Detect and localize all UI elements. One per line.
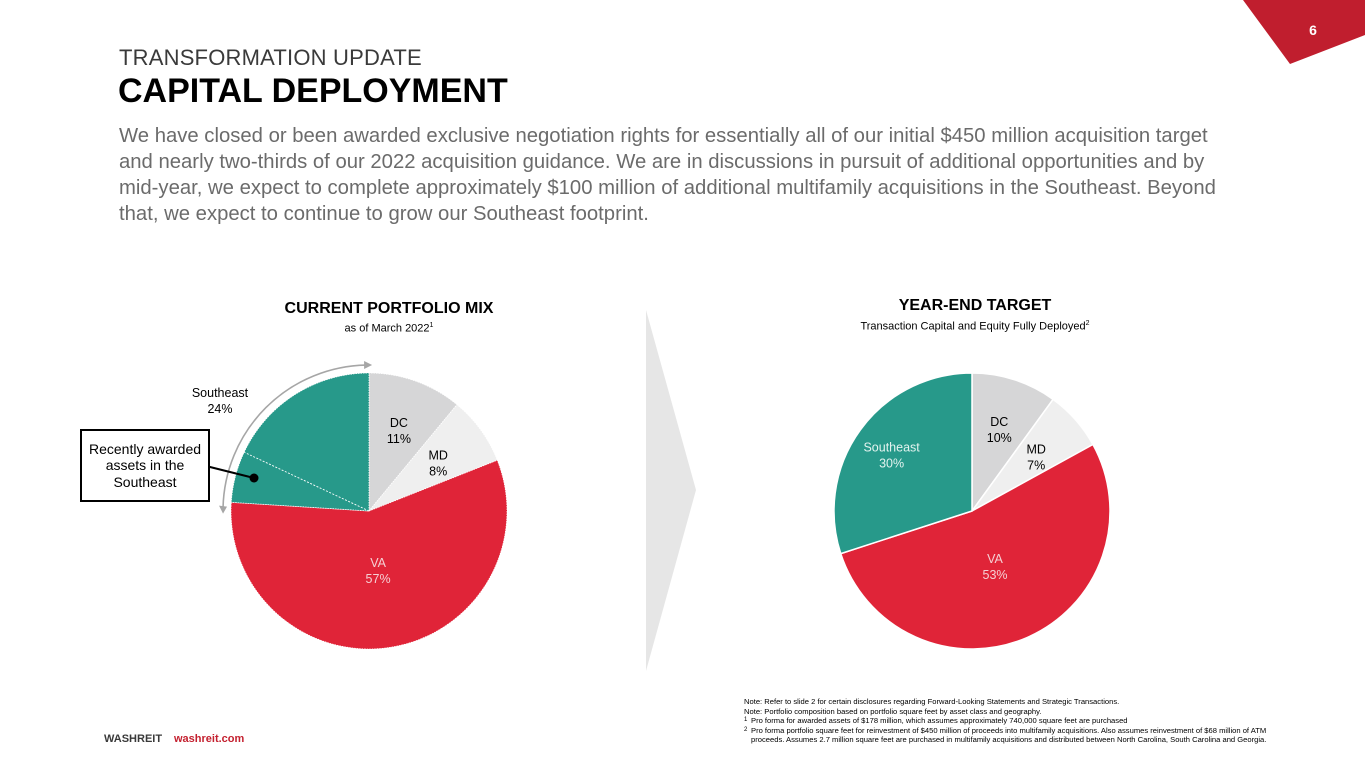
footnote-text: Pro forma for awarded assets of $178 mil… — [751, 716, 1128, 726]
pie-slice-md — [368, 404, 498, 512]
slice-value-label: 30% — [879, 457, 904, 471]
slice-label: DC — [990, 415, 1008, 429]
page-title: CAPITAL DEPLOYMENT — [118, 72, 508, 110]
slice-label: VA — [987, 552, 1003, 566]
note-line: Note: Refer to slide 2 for certain discl… — [744, 697, 1120, 706]
footnotes: Note: Refer to slide 2 for certain discl… — [744, 697, 1289, 745]
pie-slice-dc — [971, 372, 1055, 514]
callout-leader-line — [205, 465, 255, 479]
slice-label: Southeast — [192, 386, 249, 400]
pie-slice-southeast — [230, 372, 370, 512]
footer-brand: WASHREIT — [104, 733, 163, 745]
right-chart-subtitle: Transaction Capital and Equity Fully Dep… — [815, 320, 1135, 333]
footnote-1: 1 Pro forma for awarded assets of $178 mi… — [744, 716, 1289, 726]
footnote-marker: 2 — [1085, 320, 1090, 327]
pie-slice-va — [230, 459, 508, 650]
right-chart-subtitle-text: Transaction Capital and Equity Fully Dep… — [860, 320, 1086, 333]
callout-box: Recently awarded assets in the Southeast — [80, 429, 210, 502]
slice-label: MD — [1026, 442, 1045, 456]
slice-value-label: 7% — [1027, 458, 1045, 472]
arc-arrowhead-start — [219, 505, 228, 514]
slice-value-label: 8% — [429, 465, 447, 479]
slice-value-label: 24% — [207, 402, 232, 416]
section-kicker: TRANSFORMATION UPDATE — [119, 45, 422, 70]
footnote-marker: 1 — [429, 322, 434, 329]
footnote-marker: 1 — [744, 717, 748, 724]
right-chart-title: YEAR-END TARGET — [898, 297, 1052, 314]
slice-value-label: 10% — [987, 431, 1012, 445]
footnote-text: Pro forma portfolio square feet for rein… — [751, 725, 1267, 745]
slice-label: DC — [390, 416, 408, 430]
footnote-2: 2 Pro forma portfolio square feet for rei… — [744, 726, 1289, 745]
left-chart-title: CURRENT PORTFOLIO MIX — [284, 300, 494, 317]
body-paragraph: We have closed or been awarded exclusive… — [119, 125, 1216, 225]
slice-value-label: 57% — [366, 572, 391, 586]
slice-value-label: 53% — [983, 568, 1008, 582]
footer-url-link[interactable]: washreit.com — [174, 733, 245, 745]
note-line: Note: Portfolio composition based on por… — [744, 706, 1042, 716]
pie-slice-dc — [368, 372, 458, 513]
slice-label: MD — [428, 449, 447, 463]
left-chart-subtitle-text: as of March 2022 — [344, 322, 430, 335]
callout-text: Recently awarded assets in the Southeast — [88, 440, 202, 490]
pie-slice-va — [839, 443, 1111, 650]
slice-value-label: 11% — [387, 432, 411, 446]
page-number: 6 — [1309, 22, 1317, 38]
left-chart-subtitle: as of March 20221 — [229, 322, 549, 335]
slice-label: Southeast — [863, 441, 920, 455]
sub-split-divider — [243, 451, 370, 512]
arc-arrowhead-end — [364, 361, 373, 370]
pie-slice-southeast — [833, 372, 973, 555]
footnote-marker: 2 — [744, 726, 748, 733]
callout-dot — [249, 473, 259, 483]
southeast-bracket-arc — [222, 364, 367, 508]
slice-label: VA — [370, 556, 386, 570]
